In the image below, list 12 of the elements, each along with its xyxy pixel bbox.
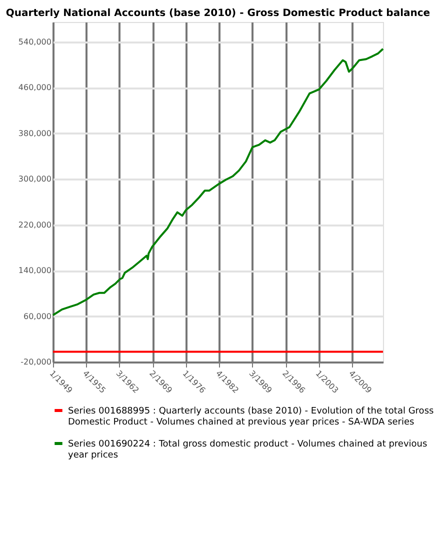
y-tick-label: 220,000 [18, 220, 52, 230]
chart-title: Quarterly National Accounts (base 2010) - Gross Domestic Product balance [6, 8, 430, 19]
y-tick-label: 140,000 [18, 266, 52, 276]
legend-label: Series 001690224 : Total gross domestic product - Volumes chained at previous year prices [68, 440, 428, 460]
y-tick-label: -20,000 [20, 358, 52, 366]
y-tick-label: 380,000 [18, 128, 52, 138]
y-tick-label: 460,000 [18, 83, 52, 92]
legend-label: Series 001688995 : Quarterly accounts (base 2010) - Evolution of the total Gross Domestic Product - Volumes chained at previous year prices - SA-WDA series [68, 406, 434, 428]
y-tick-label: 300,000 [18, 174, 52, 184]
line-series [52, 48, 384, 316]
y-tick-label: 540,000 [18, 38, 52, 46]
y-tick-label: 60,000 [24, 312, 52, 321]
